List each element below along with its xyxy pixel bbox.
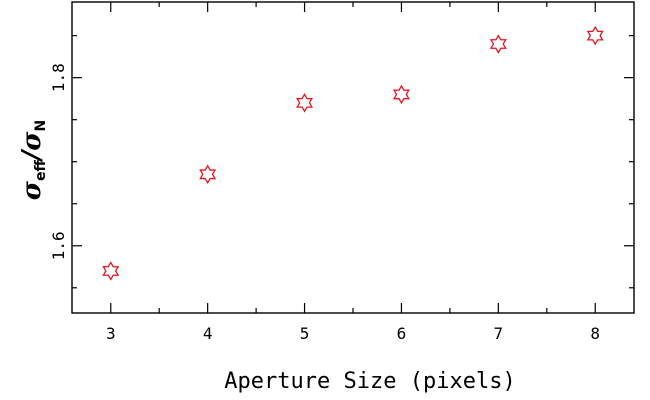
y-axis-label: σeff/σN (17, 120, 49, 200)
data-points (102, 25, 604, 281)
y-tick-label: 1.6 (49, 231, 68, 260)
y-label-slash: / (17, 148, 47, 163)
data-point-star (296, 93, 314, 113)
x-tick-label: 4 (203, 324, 213, 343)
y-label-sigma-eff: σ (17, 180, 47, 200)
x-tick-label: 8 (590, 324, 600, 343)
y-tick-label: 1.8 (49, 63, 68, 92)
tick-label-group: 3 4 5 6 7 8 1.6 1.8 (49, 63, 600, 343)
x-tick-label: 3 (106, 324, 116, 343)
data-point-star (489, 34, 507, 54)
x-tick-label: 5 (300, 324, 310, 343)
plot-frame (71, 1, 635, 314)
data-point-star (102, 261, 120, 281)
data-point-star (392, 84, 410, 105)
y-label-sub-n: N (33, 120, 49, 132)
data-point-star (586, 25, 604, 46)
y-label-sub-eff: eff (33, 160, 49, 181)
x-tick-label: 6 (397, 324, 407, 343)
y-label-sigma-n: σ (17, 131, 47, 151)
tick-group (72, 2, 634, 313)
data-point-star (199, 164, 217, 185)
x-axis-label: Aperture Size (pixels) (224, 369, 515, 394)
x-tick-label: 7 (494, 324, 504, 343)
